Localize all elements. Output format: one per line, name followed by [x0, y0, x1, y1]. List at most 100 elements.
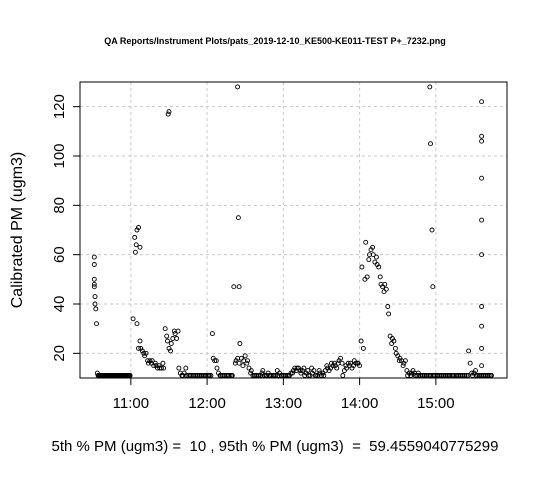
data-point: [183, 365, 189, 371]
data-point: [351, 358, 357, 364]
data-point: [479, 133, 485, 139]
data-point: [164, 333, 170, 339]
data-point: [373, 254, 379, 260]
data-point: [348, 360, 353, 366]
data-point: [479, 175, 485, 181]
data-point: [324, 363, 330, 369]
percentile-summary: 5th % PM (ugm3) = 10 , 95th % PM (ugm3) …: [51, 438, 499, 455]
data-point: [386, 311, 392, 317]
data-point: [168, 341, 174, 346]
data-point: [479, 252, 485, 258]
data-point: [301, 365, 307, 371]
data-point: [92, 294, 98, 300]
data-point: [274, 368, 280, 374]
data-point: [311, 368, 317, 374]
data-point: [297, 368, 303, 374]
data-point: [242, 353, 248, 359]
data-point: [345, 360, 351, 366]
data-point: [336, 358, 342, 364]
data-point: [240, 363, 246, 369]
data-point: [427, 84, 433, 90]
y-tick-label: 120: [51, 94, 68, 119]
data-point: [404, 368, 410, 374]
x-tick-label: 15:00: [417, 395, 455, 412]
data-point: [212, 358, 218, 364]
data-point: [160, 360, 166, 366]
plot-frame: [79, 81, 508, 379]
data-point: [397, 355, 403, 361]
x-tick-label: 11:00: [113, 395, 149, 412]
data-point: [132, 234, 138, 240]
data-point: [387, 333, 393, 339]
data-point: [213, 358, 219, 364]
data-point: [153, 363, 159, 369]
data-point: [136, 345, 141, 351]
data-point: [381, 289, 387, 295]
data-point: [132, 249, 138, 255]
data-point: [176, 365, 182, 371]
data-point: [391, 338, 397, 344]
y-tick-label: 60: [51, 246, 68, 263]
x-tick-label: 13:00: [265, 395, 303, 412]
data-point: [136, 225, 141, 230]
data-point: [466, 348, 472, 354]
data-point: [168, 348, 173, 354]
data-point: [317, 370, 323, 376]
data-point: [393, 350, 399, 356]
data-point: [231, 284, 237, 290]
data-point: [479, 304, 485, 309]
data-point: [141, 350, 147, 356]
data-point: [165, 338, 170, 344]
data-point: [355, 360, 361, 366]
data-point: [162, 326, 168, 332]
data-point: [389, 336, 395, 341]
data-point: [158, 365, 164, 371]
data-point: [172, 331, 178, 337]
data-point: [145, 358, 151, 364]
data-point: [142, 353, 148, 359]
data-point: [338, 355, 343, 361]
data-point: [330, 363, 336, 369]
data-point: [340, 373, 346, 378]
y-tick-label: 100: [51, 143, 68, 168]
chart-title: QA Reports/Instrument Plots/pats_2019-12…: [104, 36, 446, 46]
data-point: [332, 363, 338, 369]
data-point: [237, 341, 243, 346]
data-point: [91, 281, 97, 287]
y-axis: 20 40 60 80 100 120: [51, 94, 80, 362]
data-point: [469, 370, 475, 376]
data-point: [370, 252, 376, 258]
data-point: [236, 360, 242, 366]
data-point: [91, 284, 97, 290]
data-point: [133, 242, 139, 248]
x-tick-label: 14:00: [341, 395, 379, 412]
data-point: [209, 331, 215, 337]
data-point: [400, 363, 406, 369]
data-point: [235, 84, 241, 90]
data-point: [364, 274, 370, 280]
y-tick-label: 20: [51, 345, 68, 362]
grid-lines: [80, 82, 507, 378]
data-point: [389, 341, 395, 346]
data-point: [344, 365, 350, 371]
data-point: [479, 363, 485, 369]
data-point: [357, 363, 363, 369]
data-point: [299, 368, 305, 374]
data-point: [402, 358, 408, 364]
data-point: [152, 360, 158, 366]
data-point: [92, 301, 98, 307]
data-point: [363, 239, 369, 245]
data-point: [406, 370, 412, 376]
data-point: [94, 321, 99, 327]
data-point: [360, 345, 366, 351]
data-point: [296, 365, 302, 371]
data-point: [91, 276, 97, 282]
data-point: [376, 264, 382, 270]
data-point: [298, 370, 304, 376]
data-point: [326, 368, 332, 374]
data-point: [385, 304, 391, 309]
data-point: [429, 227, 435, 233]
data-point: [410, 368, 416, 374]
data-point: [161, 365, 167, 371]
